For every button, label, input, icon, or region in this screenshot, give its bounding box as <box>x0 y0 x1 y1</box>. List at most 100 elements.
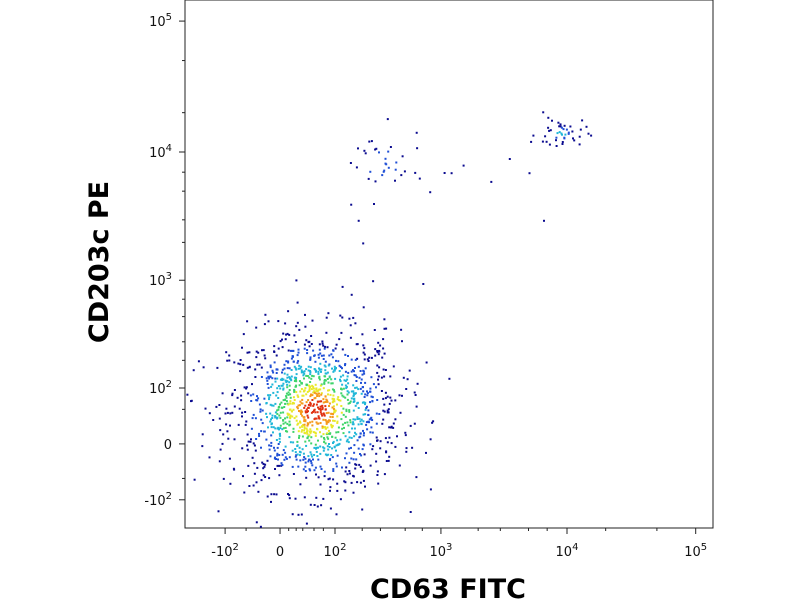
event-point <box>268 448 271 451</box>
event-point <box>295 380 298 383</box>
event-point <box>336 454 339 457</box>
event-point <box>342 407 345 410</box>
event-point <box>276 452 279 455</box>
event-point <box>287 391 290 394</box>
event-point <box>284 399 287 401</box>
event-point <box>382 347 385 350</box>
event-point <box>252 393 255 396</box>
event-point <box>335 513 338 516</box>
event-point <box>335 465 338 468</box>
event-point <box>547 116 550 119</box>
event-point <box>311 319 314 322</box>
event-point <box>322 398 325 401</box>
event-point <box>243 491 246 494</box>
event-point <box>347 355 349 357</box>
event-point <box>360 381 362 384</box>
y-axis-ticks: 105 104 103 102 0 -102 <box>144 12 185 509</box>
event-point <box>356 439 359 442</box>
event-point <box>333 445 336 448</box>
event-point <box>281 368 284 371</box>
event-point <box>287 403 290 406</box>
y-axis-title: CD203c PE <box>84 181 115 343</box>
event-point <box>316 390 319 393</box>
event-point <box>299 426 301 429</box>
event-point <box>233 438 236 441</box>
event-point <box>341 285 344 288</box>
event-point <box>362 344 365 347</box>
event-point <box>294 451 297 454</box>
event-point <box>261 422 264 425</box>
event-point <box>286 386 289 389</box>
event-point <box>372 445 375 448</box>
event-point <box>338 442 341 445</box>
event-point <box>413 391 416 394</box>
event-point <box>405 450 408 453</box>
event-point <box>276 464 279 467</box>
event-point <box>326 454 328 457</box>
event-point <box>332 419 334 422</box>
event-point <box>311 384 314 387</box>
event-point <box>342 395 345 398</box>
event-point <box>257 490 260 493</box>
event-point <box>296 406 299 409</box>
event-point <box>298 364 301 367</box>
event-point <box>361 386 364 389</box>
y-tick-label: 105 <box>149 12 172 30</box>
event-point <box>354 431 356 434</box>
event-point <box>283 458 286 461</box>
event-point <box>248 351 251 354</box>
event-point <box>357 407 360 409</box>
event-point <box>294 455 297 458</box>
event-point <box>310 442 313 445</box>
event-point <box>337 431 340 434</box>
event-point <box>263 323 266 326</box>
event-point <box>369 401 371 404</box>
event-point <box>343 480 346 483</box>
event-point <box>328 402 331 405</box>
event-point <box>201 433 204 436</box>
event-point <box>370 376 373 379</box>
event-point <box>190 399 193 402</box>
event-point <box>356 416 359 419</box>
event-point <box>261 349 263 352</box>
event-point <box>349 400 352 403</box>
event-point <box>281 384 284 387</box>
event-point <box>381 422 384 425</box>
event-point <box>333 369 336 372</box>
event-point <box>413 422 416 425</box>
event-point <box>337 360 340 363</box>
event-point <box>383 410 386 413</box>
event-point <box>333 419 336 422</box>
event-point <box>339 378 341 381</box>
event-point <box>561 141 564 143</box>
event-point <box>201 445 204 448</box>
event-point <box>316 427 318 430</box>
event-point <box>388 436 391 439</box>
event-point <box>302 390 305 393</box>
event-point <box>425 361 428 364</box>
event-point <box>270 444 273 447</box>
event-point <box>324 453 327 456</box>
event-point <box>389 375 392 378</box>
event-point <box>364 401 367 404</box>
event-point <box>304 325 307 328</box>
event-point <box>265 412 268 415</box>
event-point <box>257 351 260 354</box>
event-point <box>282 378 285 381</box>
event-point <box>379 440 382 443</box>
event-point <box>216 366 219 369</box>
event-point <box>547 126 550 129</box>
event-point <box>309 401 312 404</box>
event-point <box>225 407 228 410</box>
event-point <box>327 448 330 451</box>
event-point <box>311 394 314 397</box>
data-points <box>186 111 593 528</box>
event-point <box>300 388 303 390</box>
event-point <box>309 469 312 472</box>
event-point <box>310 460 312 463</box>
event-point <box>572 137 574 140</box>
event-point <box>319 362 322 365</box>
event-point <box>324 408 327 411</box>
event-point <box>318 343 321 346</box>
event-point <box>301 425 304 428</box>
